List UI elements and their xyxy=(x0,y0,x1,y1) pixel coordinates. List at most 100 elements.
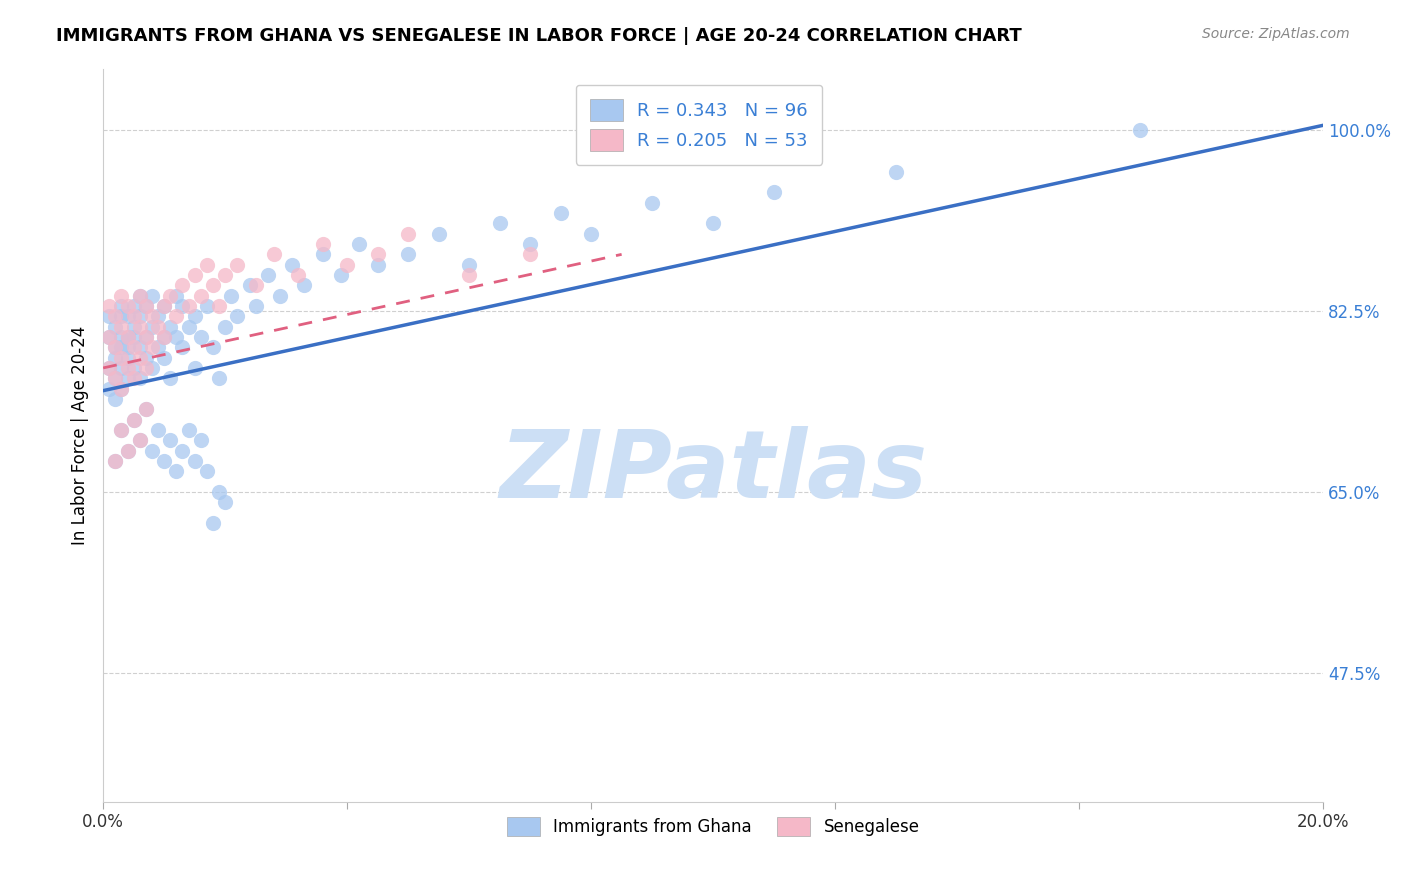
Point xyxy=(117,443,139,458)
Point xyxy=(165,330,187,344)
Point xyxy=(153,351,176,365)
Text: IMMIGRANTS FROM GHANA VS SENEGALESE IN LABOR FORCE | AGE 20-24 CORRELATION CHART: IMMIGRANTS FROM GHANA VS SENEGALESE IN L… xyxy=(56,27,1022,45)
Point xyxy=(146,423,169,437)
Point xyxy=(312,247,335,261)
Point xyxy=(128,288,150,302)
Text: ZIPatlas: ZIPatlas xyxy=(499,425,927,517)
Point xyxy=(190,434,212,448)
Point xyxy=(122,412,145,426)
Point xyxy=(214,319,236,334)
Point xyxy=(159,371,181,385)
Point xyxy=(214,268,236,282)
Point xyxy=(201,278,224,293)
Point xyxy=(128,434,150,448)
Point xyxy=(201,340,224,354)
Point xyxy=(117,330,139,344)
Point xyxy=(98,360,121,375)
Point xyxy=(122,412,145,426)
Point xyxy=(269,288,291,302)
Point xyxy=(641,195,664,210)
Point xyxy=(396,227,419,241)
Point xyxy=(159,319,181,334)
Point xyxy=(141,319,163,334)
Point xyxy=(135,402,157,417)
Point xyxy=(190,288,212,302)
Point xyxy=(884,165,907,179)
Point xyxy=(579,227,602,241)
Point xyxy=(110,330,132,344)
Point xyxy=(226,310,249,324)
Point xyxy=(98,299,121,313)
Point xyxy=(183,360,205,375)
Point xyxy=(110,423,132,437)
Point xyxy=(349,237,371,252)
Point xyxy=(98,330,121,344)
Point xyxy=(159,434,181,448)
Point xyxy=(110,360,132,375)
Point xyxy=(110,423,132,437)
Point xyxy=(427,227,450,241)
Point xyxy=(141,310,163,324)
Point xyxy=(214,495,236,509)
Point xyxy=(141,340,163,354)
Point xyxy=(104,351,127,365)
Point xyxy=(287,268,309,282)
Point xyxy=(104,319,127,334)
Point xyxy=(165,464,187,478)
Point xyxy=(98,310,121,324)
Point xyxy=(763,186,786,200)
Point xyxy=(190,330,212,344)
Point xyxy=(110,382,132,396)
Point xyxy=(104,454,127,468)
Point xyxy=(195,464,218,478)
Point xyxy=(128,351,150,365)
Point xyxy=(238,278,260,293)
Point xyxy=(117,299,139,313)
Point xyxy=(195,258,218,272)
Point xyxy=(122,319,145,334)
Point xyxy=(146,340,169,354)
Point xyxy=(104,310,127,324)
Point xyxy=(367,247,389,261)
Point xyxy=(330,268,353,282)
Legend: Immigrants from Ghana, Senegalese: Immigrants from Ghana, Senegalese xyxy=(498,809,928,845)
Point xyxy=(117,371,139,385)
Point xyxy=(117,443,139,458)
Point xyxy=(153,299,176,313)
Point xyxy=(104,371,127,385)
Point xyxy=(128,371,150,385)
Point xyxy=(104,371,127,385)
Point xyxy=(135,351,157,365)
Point xyxy=(135,402,157,417)
Point xyxy=(165,310,187,324)
Point xyxy=(117,360,139,375)
Point xyxy=(245,278,267,293)
Point xyxy=(141,288,163,302)
Point xyxy=(110,340,132,354)
Point xyxy=(172,443,194,458)
Point xyxy=(153,330,176,344)
Point xyxy=(183,454,205,468)
Point xyxy=(263,247,285,261)
Point xyxy=(122,310,145,324)
Point xyxy=(458,258,481,272)
Point xyxy=(312,237,335,252)
Point xyxy=(396,247,419,261)
Point xyxy=(141,443,163,458)
Point xyxy=(172,278,194,293)
Point xyxy=(177,319,200,334)
Point xyxy=(367,258,389,272)
Point xyxy=(135,330,157,344)
Point xyxy=(104,340,127,354)
Point xyxy=(128,434,150,448)
Point xyxy=(117,330,139,344)
Point xyxy=(128,340,150,354)
Point xyxy=(153,454,176,468)
Point xyxy=(294,278,316,293)
Point xyxy=(226,258,249,272)
Point xyxy=(110,319,132,334)
Point xyxy=(153,330,176,344)
Point xyxy=(98,360,121,375)
Point xyxy=(195,299,218,313)
Point xyxy=(110,310,132,324)
